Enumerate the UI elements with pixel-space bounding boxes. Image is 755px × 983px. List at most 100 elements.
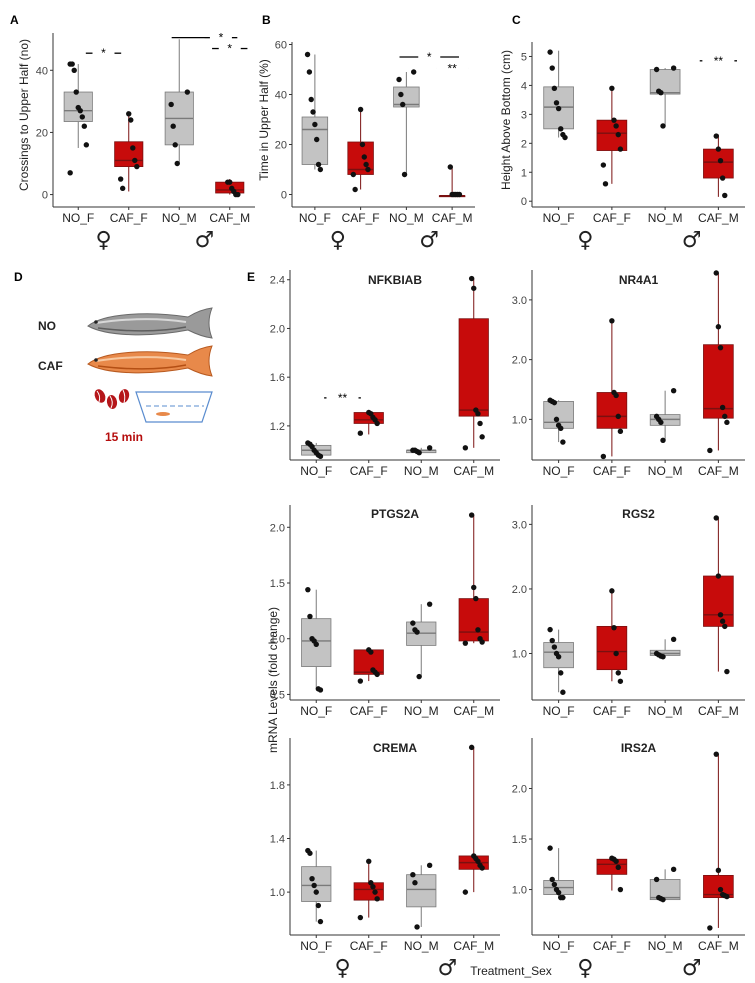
x-tick-label: CAF_M — [698, 211, 739, 225]
female-symbol: ♀ — [577, 956, 593, 981]
data-point — [475, 627, 481, 633]
data-point — [456, 191, 463, 198]
y-tick-label: 0 — [521, 196, 527, 208]
data-point — [305, 586, 311, 593]
data-point — [365, 166, 371, 173]
box-no-f — [543, 397, 574, 445]
x-tick-label: NO_M — [162, 211, 197, 225]
x-tick-label: NO_F — [299, 211, 331, 225]
data-point — [468, 512, 475, 518]
data-point — [658, 89, 664, 96]
y-tick-label: 1.4 — [270, 834, 285, 846]
box-no-f — [301, 847, 332, 925]
data-point — [613, 858, 619, 864]
y-tick-label: 2.0 — [270, 323, 285, 335]
chart-title: RGS2 — [622, 507, 655, 521]
chart-ptgs2a: 0.5 1.0 1.5 2.0 NO_F CAF_F NO_M CAF_M PTGS2A — [270, 505, 500, 718]
data-point — [713, 270, 719, 276]
data-point — [617, 886, 624, 893]
data-point — [414, 924, 420, 930]
x-tick-label: NO_M — [648, 464, 683, 478]
x-tick-label: NO_M — [648, 211, 683, 225]
data-point — [71, 67, 77, 73]
data-point — [312, 121, 318, 128]
significance-label: * — [227, 42, 232, 56]
x-tick-label: NO_M — [648, 939, 683, 953]
data-point — [235, 191, 241, 198]
x-tick-label: CAF_M — [209, 211, 250, 225]
box-body — [649, 69, 681, 95]
data-point — [414, 629, 420, 635]
data-point — [549, 876, 555, 883]
x-tick-label: CAF_M — [453, 464, 494, 478]
data-point — [611, 624, 617, 631]
data-point — [613, 123, 619, 129]
data-point — [306, 69, 313, 75]
box-caf-m — [458, 744, 489, 895]
panel-label-a: A — [10, 13, 19, 27]
data-point — [653, 876, 660, 883]
box-body — [649, 879, 681, 901]
box-caf-m — [703, 515, 734, 675]
data-point — [462, 445, 469, 451]
data-point — [410, 69, 417, 75]
y-tick-label: 3 — [521, 109, 527, 121]
data-point — [551, 881, 558, 888]
data-point — [311, 882, 317, 889]
x-tick-label: NO_F — [543, 211, 575, 225]
data-point — [617, 146, 624, 152]
data-point — [315, 902, 322, 909]
box-body — [703, 874, 734, 899]
data-point — [609, 85, 615, 92]
data-point — [475, 411, 481, 417]
significance-label: ** — [338, 391, 348, 405]
data-point — [468, 275, 475, 282]
data-point — [416, 449, 422, 456]
female-symbol: ♀ — [577, 228, 593, 253]
data-point — [134, 163, 140, 170]
data-point — [707, 925, 713, 931]
chart-b: 0 20 40 60 NO_F CAF_F NO_M CAF_M Time in Upper H… — [257, 40, 475, 253]
data-point — [227, 179, 233, 185]
x-tick-label: NO_F — [62, 211, 94, 225]
data-point — [357, 914, 364, 921]
data-point — [359, 141, 366, 148]
data-point — [462, 889, 469, 895]
data-point — [551, 644, 558, 650]
significance-bar: ** — [324, 391, 361, 405]
data-point — [307, 850, 313, 856]
y-tick-label: 1 — [521, 167, 527, 179]
chart-title: PTGS2A — [371, 507, 419, 521]
data-point — [184, 89, 191, 95]
data-point — [713, 133, 719, 139]
data-point — [555, 654, 562, 660]
box-caf-f — [596, 318, 628, 460]
data-point — [317, 687, 324, 693]
y-tick-label: 3.0 — [512, 295, 527, 307]
box-caf-m — [703, 270, 734, 454]
data-point — [562, 134, 568, 141]
data-point — [473, 595, 479, 602]
y-tick-label: 1.6 — [270, 372, 285, 384]
caf-condition-label: CAF — [38, 359, 63, 373]
y-tick-label: 1.0 — [270, 634, 285, 646]
data-point — [132, 157, 138, 164]
data-point — [73, 89, 79, 95]
box-body — [703, 575, 734, 627]
panel-label-c: C — [512, 13, 521, 27]
data-point — [401, 171, 408, 178]
data-point — [615, 131, 621, 138]
data-point — [653, 66, 660, 73]
male-symbol: ♂ — [195, 228, 215, 253]
significance-bar: ** — [436, 61, 469, 75]
x-tick-label: CAF_F — [350, 939, 388, 953]
x-tick-label: NO_M — [404, 704, 439, 718]
data-point — [468, 744, 475, 751]
data-point — [560, 439, 566, 445]
data-point — [602, 181, 609, 187]
box-body — [301, 866, 332, 902]
data-point — [168, 101, 174, 108]
box-no-f — [301, 51, 329, 173]
box-body — [596, 119, 628, 151]
data-point — [615, 670, 621, 676]
